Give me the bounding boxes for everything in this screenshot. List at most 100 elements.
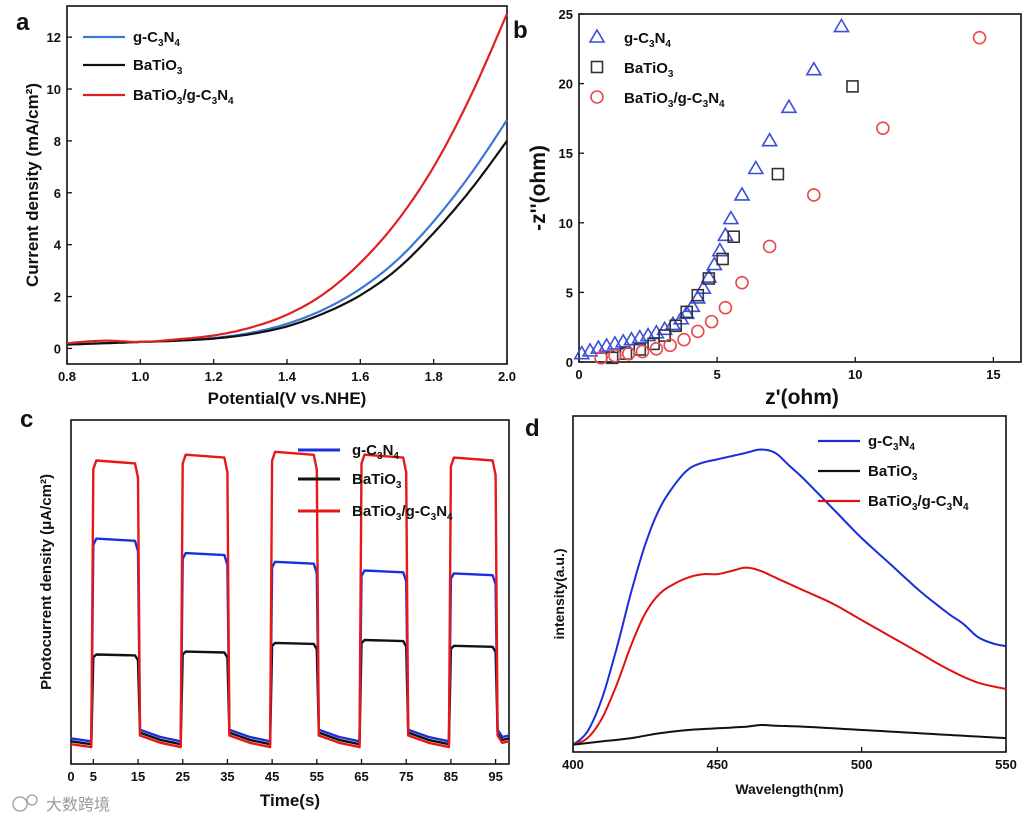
data-point-2-10 <box>735 275 749 290</box>
data-point-2-1 <box>608 348 622 363</box>
data-point-0-15 <box>689 289 707 304</box>
data-point-1-5 <box>669 319 682 333</box>
series-line-0 <box>70 537 510 743</box>
panel-label-b: b <box>513 17 528 44</box>
y-axis-label: -z''(ohm) <box>527 145 550 231</box>
data-point-2-5 <box>663 338 677 353</box>
data-point-1-8 <box>702 272 716 285</box>
panel-label-c: c <box>20 406 33 433</box>
legend-label-1: BaTiO3​ <box>133 57 183 77</box>
x-tick-label: 500 <box>851 757 873 772</box>
chart-panel-b: 0 5 10 15 0 5 10 15 20 25 z'(ohm) -z''(ohm) g-C3​N4​… <box>527 7 1022 409</box>
x-tick-label: 1.0 <box>131 369 149 384</box>
data-point-2-6 <box>677 332 691 347</box>
legend-label-2: BaTiO3​/g-C3​N4​ <box>133 87 234 107</box>
legend-label-0: g-C3​N4​ <box>868 433 915 453</box>
data-point-0-23 <box>747 159 765 175</box>
x-axis-label: Wavelength(nm) <box>735 781 843 797</box>
chart-panel-c: 0 5 15 25 35 45 55 65 75 85 95 Time(s) Photocurrent … <box>38 419 510 810</box>
data-point-0-18 <box>705 255 723 271</box>
legend-label-0: g-C3​N4​ <box>624 30 671 50</box>
data-point-2-11 <box>762 239 777 254</box>
data-point-1-9 <box>716 252 729 266</box>
data-point-0-22 <box>733 186 751 201</box>
x-tick-label: 5 <box>714 367 721 382</box>
chart-panel-a: 0.8 1.0 1.2 1.4 1.6 1.8 2.0 0 2 4 6 8 10 12 Potential(… <box>23 5 516 408</box>
x-tick-label: 85 <box>444 769 458 784</box>
y-axis-label: intensity(a.u.) <box>551 548 567 639</box>
y-tick-label: 2 <box>54 290 61 305</box>
y-tick-label: 0 <box>566 355 573 370</box>
data-point-1-6 <box>680 305 694 319</box>
data-point-0-10 <box>656 320 674 336</box>
legend-label-1: BaTiO3​ <box>624 60 674 80</box>
x-tick-label: 1.2 <box>205 369 223 384</box>
data-point-0-13 <box>678 304 696 320</box>
series-line-2 <box>70 450 510 749</box>
data-point-0-17 <box>700 268 718 283</box>
x-tick-label: 400 <box>562 757 584 772</box>
series-line-2 <box>572 724 1007 746</box>
data-point-2-12 <box>807 188 821 202</box>
data-point-1-11 <box>771 167 785 181</box>
chart-panel-d: 400 450 500 550 Wavelength(nm) intensity(a.u.… <box>551 415 1017 797</box>
x-tick-label: 45 <box>265 769 279 784</box>
x-tick-label: 35 <box>220 769 234 784</box>
x-tick-label: 15 <box>131 769 145 784</box>
y-tick-label: 5 <box>566 285 573 300</box>
legend-label-0: g-C3​N4​ <box>133 29 180 49</box>
data-point-2-4 <box>649 341 664 356</box>
data-point-2-9 <box>718 300 733 315</box>
x-axis-label: Time(s) <box>260 791 320 810</box>
x-axis-label: z'(ohm) <box>765 386 839 409</box>
legend-marker-1 <box>590 60 604 74</box>
y-tick-label: 0 <box>54 341 61 356</box>
legend-label-2: BaTiO3​/g-C3​N4​ <box>624 90 725 110</box>
data-point-2-3 <box>635 344 650 359</box>
legend-label-0: g-C3​N4​ <box>352 442 399 462</box>
series-line-0 <box>572 448 1007 746</box>
series-line-1 <box>70 638 510 746</box>
data-point-0-26 <box>805 61 823 76</box>
data-point-0-24 <box>761 132 779 147</box>
data-point-2-8 <box>704 314 719 329</box>
data-point-0-27 <box>833 17 850 33</box>
x-tick-label: 5 <box>90 769 97 784</box>
data-point-0-21 <box>722 210 740 225</box>
x-tick-label: 1.6 <box>351 369 369 384</box>
data-point-1-12 <box>846 80 859 93</box>
plot-frame <box>572 415 1007 753</box>
y-tick-label: 15 <box>559 146 573 161</box>
y-axis-label: Photocurrent density (μA/cm²) <box>38 474 55 690</box>
legend-marker-2 <box>590 90 604 104</box>
data-point-1-7 <box>691 288 705 302</box>
y-tick-label: 10 <box>559 216 573 231</box>
x-tick-label: 15 <box>986 367 1000 382</box>
data-point-2-0 <box>594 351 608 365</box>
data-point-1-2 <box>633 343 647 356</box>
x-tick-label: 550 <box>995 757 1017 772</box>
series-line-2 <box>66 13 509 345</box>
panel-label-a: a <box>16 9 30 36</box>
plot-frame <box>70 419 510 765</box>
panel-label-d: d <box>525 415 540 442</box>
x-tick-label: 75 <box>399 769 413 784</box>
y-tick-label: 6 <box>54 186 61 201</box>
y-tick-label: 10 <box>47 82 61 97</box>
x-tick-label: 10 <box>848 367 862 382</box>
legend-label-1: BaTiO3​ <box>352 471 402 491</box>
series-line-1 <box>572 566 1007 746</box>
y-tick-label: 12 <box>47 30 61 45</box>
data-point-0-25 <box>780 98 798 114</box>
y-tick-label: 4 <box>54 238 62 253</box>
data-point-2-7 <box>690 324 705 339</box>
x-tick-label: 2.0 <box>498 369 516 384</box>
y-tick-label: 25 <box>559 7 573 22</box>
y-axis-label: Current density (mA/cm²) <box>23 83 42 287</box>
data-point-0-20 <box>717 226 734 242</box>
legend-label-1: BaTiO3​ <box>868 463 918 483</box>
y-tick-label: 20 <box>559 77 573 92</box>
legend-label-2: BaTiO3​/g-C3​N4​ <box>352 503 453 523</box>
data-point-0-19 <box>711 242 729 257</box>
